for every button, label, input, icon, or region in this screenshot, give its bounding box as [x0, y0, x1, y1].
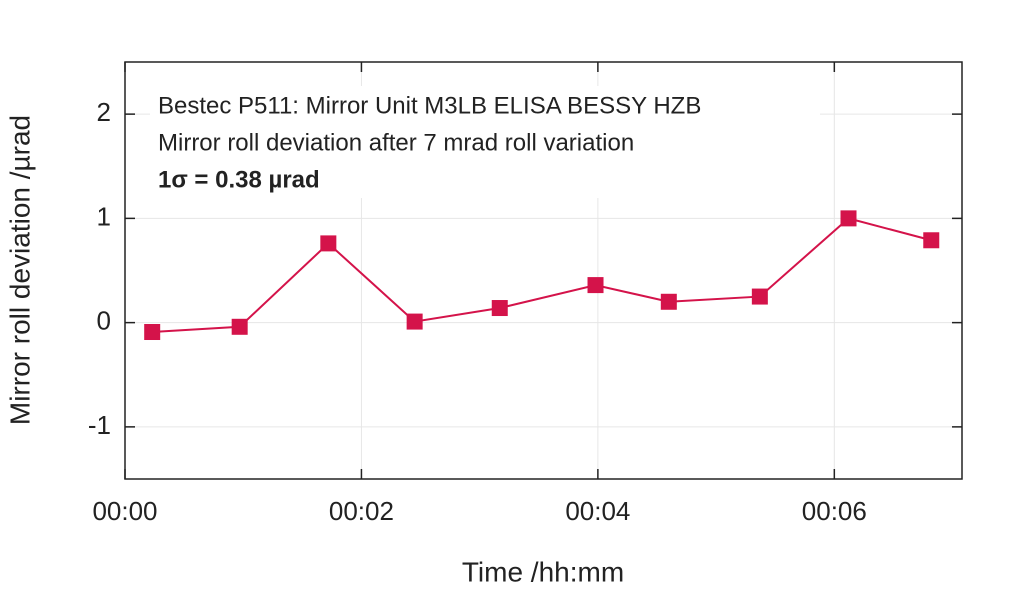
y-axis-title: Mirror roll deviation /µrad	[4, 115, 35, 425]
x-tick-label: 00:06	[802, 496, 867, 526]
y-tick-label: 0	[97, 306, 111, 336]
annotation: Mirror roll deviation after 7 mrad roll …	[158, 129, 634, 156]
data-line	[152, 217, 932, 334]
data-point	[491, 300, 508, 317]
x-tick-label: 00:02	[329, 496, 394, 526]
data-point	[144, 324, 161, 341]
annotation-background	[150, 86, 820, 198]
annotation: 1σ = 0.38 µrad	[158, 166, 320, 193]
x-tick-label: 00:04	[565, 496, 630, 526]
y-tick-label: 2	[97, 97, 111, 127]
data-point	[320, 235, 337, 252]
data-point	[751, 288, 768, 305]
x-tick-label: 00:00	[92, 496, 157, 526]
plot-frame	[124, 61, 963, 480]
annotation: Bestec P511: Mirror Unit M3LB ELISA BESS…	[158, 92, 701, 119]
data-point	[406, 313, 423, 330]
data-point	[587, 277, 604, 294]
x-axis-title: Time /hh:mm	[462, 556, 624, 587]
y-tick-label: 1	[97, 201, 111, 231]
y-tick-label: -1	[88, 410, 111, 440]
data-point	[231, 318, 248, 335]
data-point	[660, 293, 677, 310]
data-point	[840, 210, 857, 227]
data-point	[923, 232, 940, 249]
